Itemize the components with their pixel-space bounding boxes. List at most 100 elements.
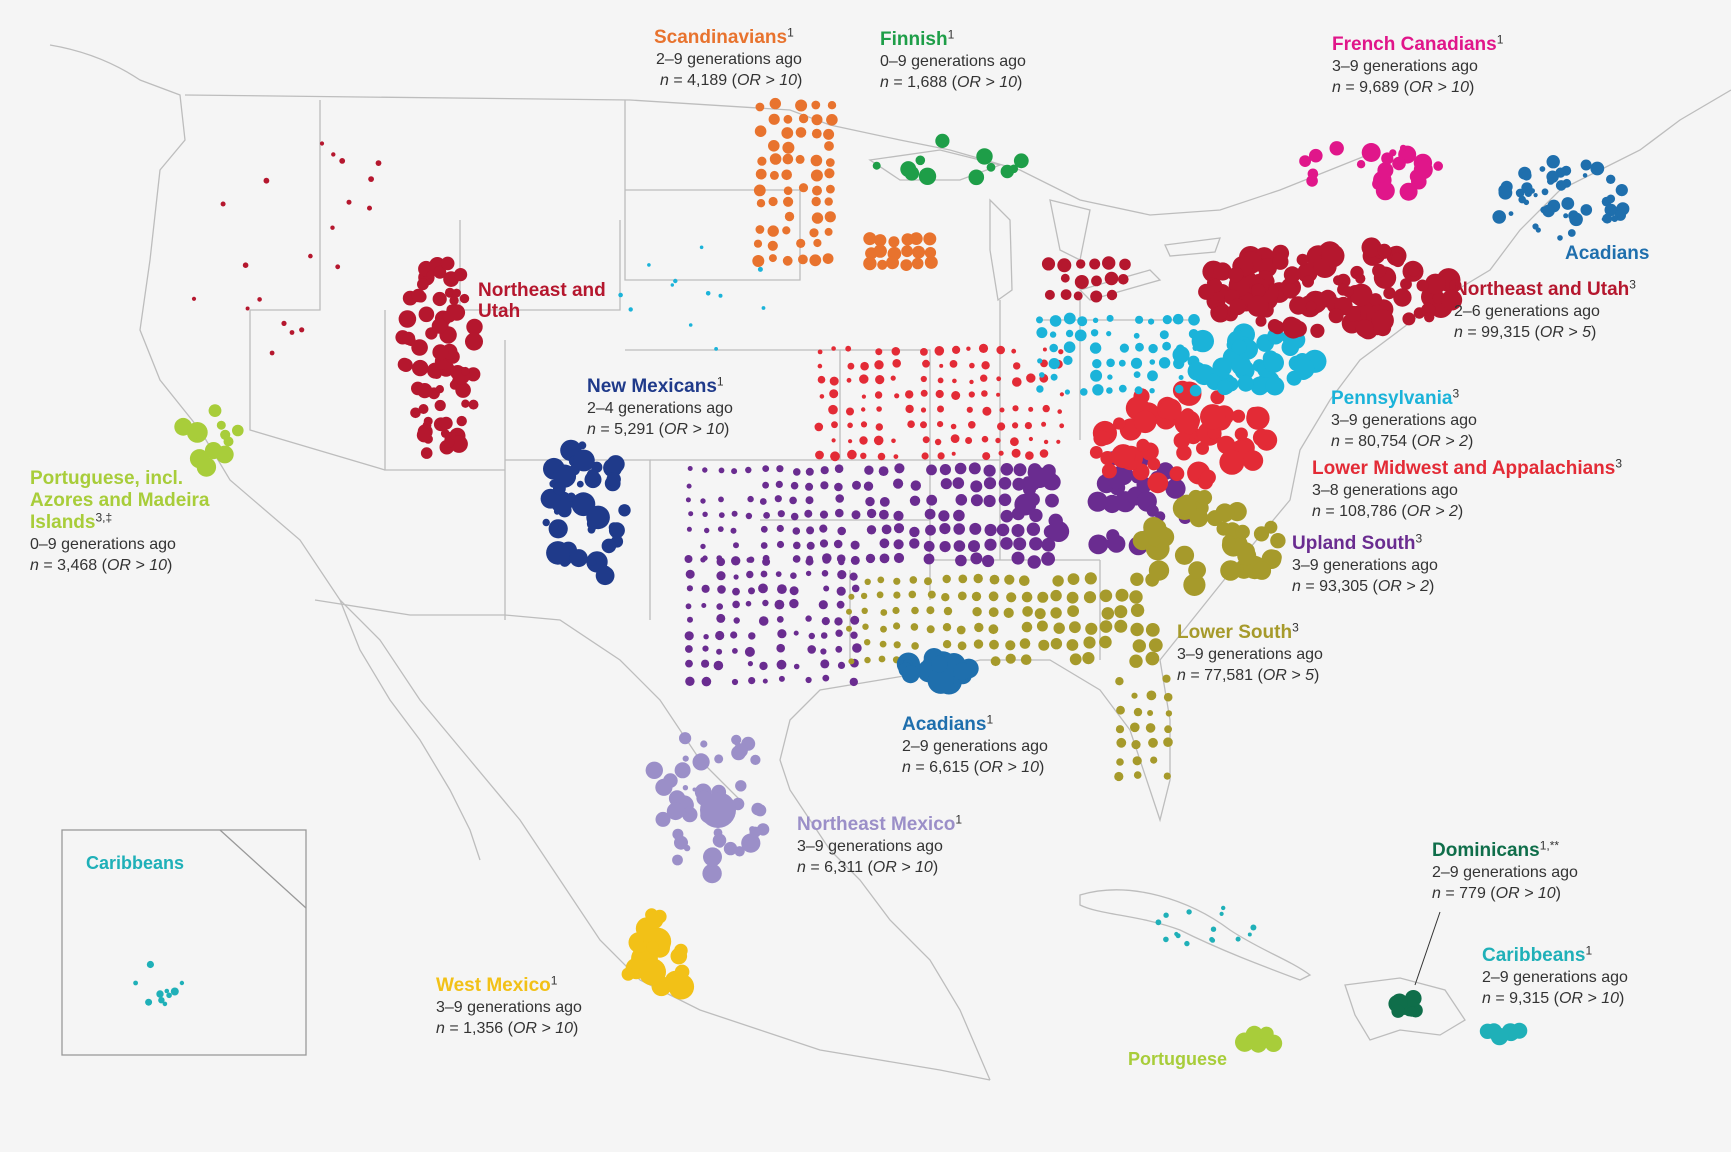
lower-midwest-dot — [829, 376, 839, 386]
lower-south-dot — [1115, 725, 1125, 734]
upland-south-dot — [702, 467, 708, 473]
northeast-utah-dot — [432, 344, 449, 361]
northeast-utah-dot — [1089, 258, 1101, 270]
northeast-mexico-dot — [655, 811, 671, 827]
northeast-utah-dot — [1076, 259, 1086, 269]
label-northeast-utah-west: Northeast and Utah — [478, 280, 606, 322]
lower-midwest-dot — [920, 407, 927, 413]
northeast-utah-dot — [220, 201, 226, 207]
lower-midwest-dot — [831, 421, 838, 429]
upland-south-dot — [774, 495, 782, 503]
scandinavians-dot — [877, 259, 888, 270]
lower-south-dot — [1083, 591, 1097, 604]
new-mexicans-dot — [546, 541, 570, 565]
french-canadians-dot — [1433, 161, 1443, 171]
northeast-utah-dot — [1391, 252, 1403, 264]
upland-south-dot — [762, 599, 769, 607]
lower-south-dot — [1196, 490, 1213, 506]
lower-midwest-dot — [920, 389, 928, 397]
lower-midwest-dot — [922, 436, 930, 444]
lower-midwest-dot — [969, 362, 975, 369]
portuguese-dot — [1259, 1026, 1274, 1041]
northeast-utah-dot — [1198, 283, 1215, 300]
scandinavians-dot — [754, 125, 767, 137]
scandinavians-dot — [752, 255, 765, 267]
acadians-dot — [1557, 235, 1563, 241]
upland-south-dot — [1012, 477, 1026, 491]
lower-midwest-dot — [997, 422, 1006, 431]
lower-midwest-dot — [873, 435, 884, 446]
lower-south-dot — [1116, 758, 1124, 766]
lower-south-dot — [1145, 651, 1160, 666]
lake-michigan — [989, 198, 1013, 302]
lower-midwest-dot — [817, 375, 826, 384]
lower-midwest-dot — [815, 450, 824, 460]
lower-midwest-dot — [966, 346, 971, 351]
pennsylvania-dot — [1162, 341, 1171, 351]
scandinavians-dot — [795, 99, 808, 112]
upland-south-dot — [938, 510, 950, 522]
lower-midwest-dot — [981, 390, 988, 397]
lower-south-dot — [1115, 677, 1124, 686]
lower-midwest-dot — [893, 454, 899, 459]
label-n: n = 6,311 (OR > 10) — [797, 859, 939, 876]
lower-midwest-dot — [1252, 428, 1271, 447]
lower-midwest-dot — [1196, 441, 1209, 455]
upland-south-dot — [1000, 509, 1014, 523]
upland-south-dot — [685, 569, 695, 579]
northeast-utah-dot — [1090, 290, 1103, 303]
upland-south-dot — [713, 660, 724, 671]
lower-south-dot — [1222, 534, 1236, 549]
lower-midwest-dot — [996, 345, 1005, 355]
northeast-mexico-dot — [672, 828, 684, 840]
upland-south-dot — [701, 659, 710, 668]
lower-midwest-dot — [996, 376, 1002, 382]
scandinavians-dot — [888, 236, 900, 248]
upland-south-dot — [893, 478, 904, 489]
upland-south-dot — [733, 574, 739, 580]
upland-south-dot — [747, 661, 754, 667]
french-canadians-dot — [1399, 182, 1418, 201]
upland-south-dot — [998, 493, 1012, 507]
caribbeans-dot — [1186, 909, 1192, 915]
upland-south-dot — [776, 643, 785, 653]
scandinavians-dot — [782, 226, 791, 235]
lower-midwest-dot — [951, 391, 961, 400]
upland-south-dot — [879, 509, 889, 520]
northeast-utah-dot — [410, 407, 421, 419]
upland-south-dot — [684, 631, 694, 641]
pennsylvania-dot — [1063, 355, 1073, 365]
lower-south-dot — [1215, 503, 1235, 523]
label-upland-south: Upland South3 3–9 generations ago n = 93… — [1292, 533, 1438, 597]
lower-midwest-dot — [1011, 348, 1017, 354]
lower-midwest-dot — [965, 437, 973, 444]
upland-south-dot — [834, 464, 844, 474]
pennsylvania-dot — [1037, 358, 1043, 364]
lower-midwest-dot — [1133, 410, 1157, 434]
upland-south-dot — [759, 498, 767, 505]
lower-south-dot — [893, 622, 901, 630]
upland-south-dot — [685, 603, 692, 610]
northeast-mexico-dot — [705, 853, 711, 859]
scandinavians-dot — [756, 199, 766, 208]
scandinavians-dot — [755, 168, 767, 180]
acadians-dot — [1615, 184, 1628, 197]
acadians-dot — [1518, 195, 1526, 204]
label-sup: 3 — [1452, 386, 1460, 401]
lower-midwest-dot — [848, 439, 853, 444]
upland-south-dot — [984, 538, 997, 551]
upland-south-dot — [909, 495, 921, 506]
label-n: n = 3,468 (OR > 10) — [30, 557, 173, 574]
lower-south-dot — [988, 607, 999, 618]
lower-south-dot — [1237, 546, 1257, 566]
scandinavians-dot — [767, 225, 779, 237]
label-generations: 3–9 generations ago — [1177, 646, 1323, 663]
label-acadians-south: Acadians1 2–9 generations ago n = 6,615 … — [902, 714, 1048, 778]
lower-midwest-dot — [859, 374, 869, 384]
pennsylvania-dot — [1174, 384, 1184, 394]
lower-midwest-dot — [1010, 437, 1019, 447]
upland-south-dot — [835, 494, 844, 503]
scandinavians-dot — [909, 232, 923, 246]
northeast-utah-dot — [263, 177, 270, 184]
